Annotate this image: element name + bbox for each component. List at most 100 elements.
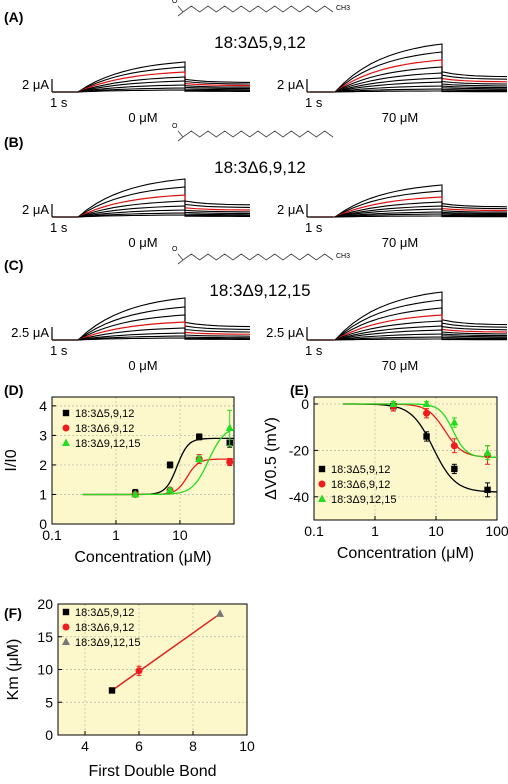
time-scale-label: 1 s: [50, 95, 68, 110]
concentration-label: 0 μM: [128, 358, 157, 373]
legend-marker: [62, 637, 70, 645]
carboxylate-1: [177, 130, 184, 142]
x-tick-label: 10: [172, 527, 188, 543]
carboxylate-2: [177, 253, 184, 265]
x-tick-label: 0.1: [304, 523, 324, 539]
current-trace-2-0-1: [53, 297, 251, 341]
current-trace-1-1-7: [310, 211, 507, 218]
current-trace-1-0-5: [53, 205, 251, 218]
data-point: [423, 409, 431, 417]
current-trace-0-1-1: [310, 43, 508, 93]
data-point: [131, 489, 140, 498]
current-trace-0-1-8: [310, 85, 507, 93]
current-trace-1-1-1: [310, 184, 508, 218]
x-tick-label: 8: [189, 738, 197, 754]
legend-label: 18:3Δ5,9,12: [75, 607, 134, 619]
methyl-label-2: CH3: [336, 253, 350, 260]
data-point: [451, 465, 458, 473]
current-trace-0-1-3: [310, 59, 508, 93]
x-tick-label: 100: [485, 523, 508, 539]
compound-label: 18:3Δ9,12,15: [209, 281, 310, 300]
current-trace-1-1-6: [310, 208, 507, 218]
concentration-label: 0 μM: [128, 235, 157, 250]
current-trace-0-0-5: [53, 80, 251, 93]
current-trace-2-0-2: [53, 306, 251, 341]
current-trace-0-0-8: [53, 89, 250, 93]
current-trace-2-1-4: [310, 314, 508, 341]
current-trace-0-0-6: [53, 84, 251, 93]
carboxylate-oxygen-0: O: [172, 0, 178, 5]
y-axis-label: I/I0: [3, 449, 20, 471]
current-trace-1-1-9: [310, 215, 507, 218]
current-trace-1-1-8: [310, 213, 507, 218]
data-point: [484, 486, 491, 494]
y-tick-label: 0: [39, 516, 47, 532]
data-point: [423, 433, 430, 440]
legend-label: 18:3Δ5,9,12: [75, 408, 134, 420]
plot-1: 0.1 1 10 100 0 -20 -40 (E) Concentration (μM) ΔV0…: [263, 382, 508, 562]
data-point: [389, 399, 398, 407]
legend-marker: [62, 438, 70, 446]
current-scale-label: 2 μA: [277, 77, 304, 92]
x-tick-label: 1: [371, 523, 379, 539]
data-point: [225, 423, 234, 432]
x-axis-label: First Double Bond: [88, 763, 216, 780]
time-scale-label: 1 s: [305, 220, 323, 235]
x-axis-label: Concentration (μM): [337, 545, 474, 562]
current-trace-2-1-1: [310, 291, 508, 341]
current-trace-0-0-7: [53, 87, 250, 93]
y-tick-label: -20: [289, 442, 309, 458]
plot-background: [314, 397, 497, 520]
current-trace-1-0-2: [53, 186, 251, 218]
current-trace-0-0-3: [53, 71, 251, 93]
current-trace-1-1-3: [310, 196, 508, 218]
y-axis-label: Km (μM): [5, 639, 22, 701]
panel-letter: (B): [4, 134, 23, 150]
plot-2: 4 6 8 10 0 5 10 15 20 (F) First Double Bond Km (μM)…: [4, 596, 255, 780]
current-trace-2-1-8: [310, 333, 507, 341]
current-trace-0-0-2: [53, 66, 251, 93]
x-tick-label: 6: [135, 738, 143, 754]
y-axis-label: ΔV0.5 (mV): [263, 417, 280, 500]
methyl-label-0: CH3: [336, 5, 350, 12]
y-tick-label: 10: [37, 662, 53, 678]
current-trace-1-0-6: [53, 209, 251, 218]
current-trace-2-1-3: [310, 307, 508, 341]
current-trace-0-0-4: [53, 76, 251, 93]
legend-marker: [62, 424, 70, 432]
data-point: [216, 609, 224, 617]
carboxylate-oxygen-1: O: [172, 123, 178, 130]
data-point: [166, 485, 175, 494]
plot-frame: [313, 396, 498, 521]
current-trace-1-1-5: [310, 205, 508, 218]
current-trace-2-1-2: [310, 299, 508, 341]
legend-marker: [318, 480, 326, 488]
data-point: [166, 461, 174, 469]
current-trace-0-1-5: [310, 72, 507, 93]
legend-label: 18:3Δ5,9,12: [331, 464, 390, 476]
y-tick-label: 5: [45, 694, 53, 710]
x-tick-label: 10: [428, 523, 444, 539]
current-trace-2-1-6: [310, 325, 507, 341]
legend-label: 18:3Δ6,9,12: [75, 622, 134, 634]
fit-curve-2: [343, 403, 498, 458]
legend-label: 18:3Δ6,9,12: [75, 423, 134, 435]
legend-label: 18:3Δ9,12,15: [75, 637, 140, 649]
current-scale-label: 2 μA: [22, 77, 49, 92]
current-trace-2-1-9: [310, 336, 507, 341]
current-trace-2-1-7: [310, 329, 507, 341]
carboxylate-0: [177, 5, 184, 17]
fatty-acid-chain-1: [182, 130, 334, 138]
data-point: [226, 458, 234, 466]
current-trace-1-1-2: [310, 190, 508, 218]
current-trace-2-1-5: [310, 320, 507, 341]
current-trace-0-1-10: [310, 90, 507, 93]
legend-label: 18:3Δ9,12,15: [75, 438, 140, 450]
panel-letter: (C): [4, 257, 23, 273]
y-tick-label: 1: [39, 486, 47, 502]
current-scale-label: 2.5 μA: [266, 325, 304, 340]
